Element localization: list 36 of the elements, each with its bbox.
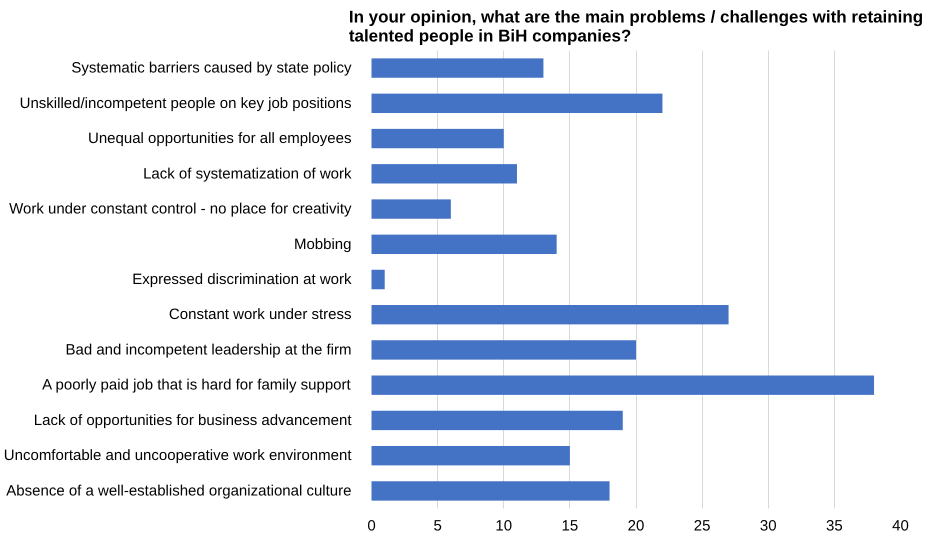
y-tick-label: Unequal opportunities for all employees <box>88 130 352 148</box>
y-tick-label: Lack of opportunities for business advancement <box>34 412 352 429</box>
bar <box>372 234 557 254</box>
y-tick-label: Systematic barriers caused by state policy <box>71 60 352 77</box>
x-tick-label: 5 <box>433 518 442 534</box>
x-tick-label: 25 <box>694 518 710 534</box>
y-tick-label: Absence of a well-established organizational culture <box>6 482 352 500</box>
x-tick-label: 35 <box>826 518 843 534</box>
y-tick-label: Constant work under stress <box>168 306 352 324</box>
y-tick-label: Work under constant control - no place for creativity <box>9 200 352 218</box>
y-tick-label: Uncomfortable and uncooperative work environment <box>4 447 352 464</box>
bar <box>372 481 610 501</box>
x-tick-label: 20 <box>628 518 644 534</box>
bar <box>372 199 451 219</box>
bar <box>372 128 504 148</box>
y-tick-label: A poorly paid job that is hard for family support <box>42 376 352 394</box>
bar <box>372 305 729 324</box>
y-tick-label: Bad and incompetent leadership at the firm <box>65 341 352 358</box>
x-tick-label: 0 <box>367 518 376 534</box>
bar <box>372 410 623 430</box>
y-tick-label: Mobbing <box>294 236 352 253</box>
x-tick-label: 10 <box>495 518 512 534</box>
y-tick-label: Lack of systematization of work <box>143 165 352 182</box>
bar <box>372 446 570 466</box>
bar <box>372 164 517 184</box>
y-tick-label: Unskilled/incompetent people on key job positions <box>20 94 352 112</box>
x-tick-label: 15 <box>562 518 578 534</box>
bar <box>372 94 662 114</box>
x-tick-label: 40 <box>892 518 909 534</box>
chart-title: In your opinion, what are the main problems / challenges with retaining talented people in BiH companies? <box>348 8 924 46</box>
bar <box>372 376 874 395</box>
bar <box>372 58 544 78</box>
bar <box>372 340 636 360</box>
y-tick-label: Expressed discrimination at work <box>132 271 352 288</box>
bar <box>372 270 385 290</box>
x-tick-label: 30 <box>760 518 777 534</box>
